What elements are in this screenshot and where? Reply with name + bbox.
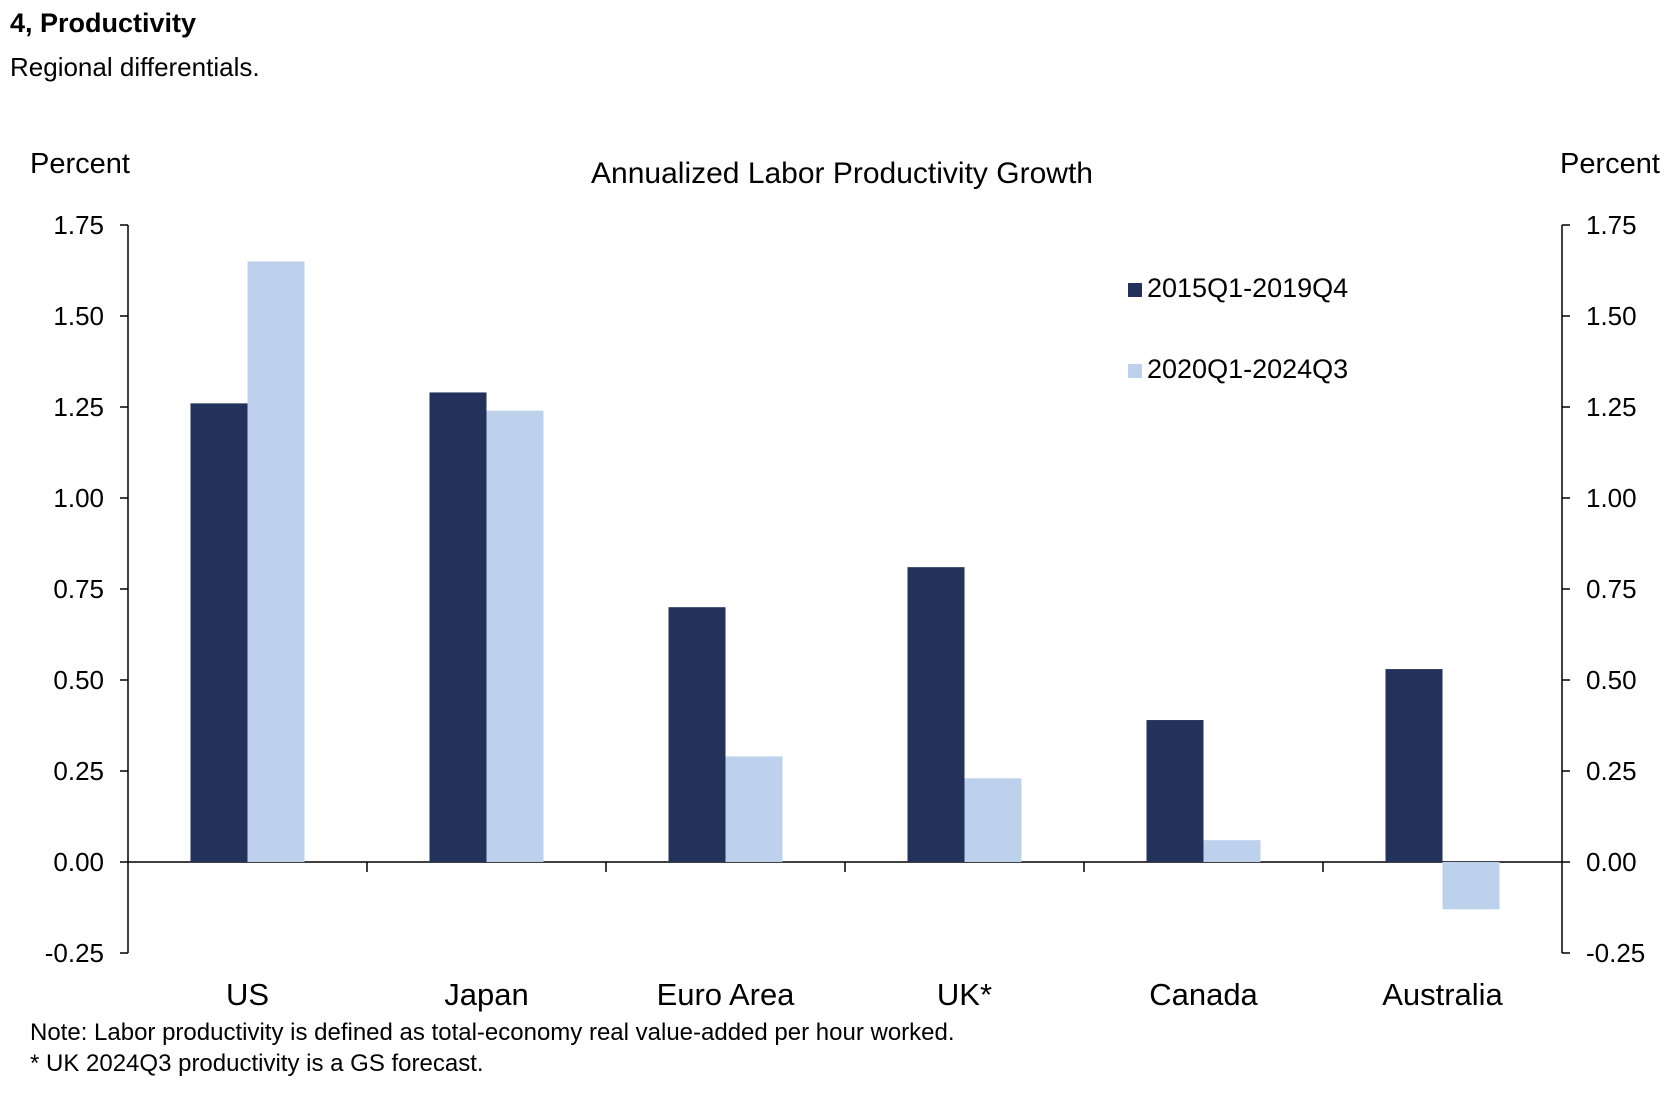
right-y-tick-label: 1.75 [1586,210,1637,240]
chart-footnote: * UK 2024Q3 productivity is a GS forecas… [30,1050,484,1077]
legend-swatch [1128,283,1142,297]
left-y-tick-label: 0.00 [53,847,104,877]
left-y-tick-label: 0.25 [53,756,104,786]
right-y-tick-label: 0.75 [1586,574,1637,604]
category-label: Japan [444,977,528,1012]
category-labels: US Japan Euro Area UK* Canada Australia [226,977,1504,1012]
bar-2-euro-area [725,756,783,862]
chart-title: Annualized Labor Productivity Growth [591,157,1093,190]
right-y-tick-label: -0.25 [1586,938,1645,968]
chart-legend: 2015Q1-2019Q4 2020Q1-2024Q3 [1128,273,1348,384]
legend-label: 2020Q1-2024Q3 [1147,354,1348,384]
right-y-tick-label: 0.50 [1586,665,1637,695]
bar-1-japan [429,392,487,862]
category-label: UK* [937,977,992,1012]
left-y-tick-label: -0.25 [45,938,104,968]
chart-note: Note: Labor productivity is defined as t… [30,1019,955,1046]
bar-2-uk- [964,778,1022,862]
bar-2-canada [1203,840,1261,862]
bar-2-us [247,261,305,862]
left-y-tick-label: 1.00 [53,483,104,513]
category-label: Canada [1149,977,1258,1012]
category-label: US [226,977,269,1012]
page-subtitle: Regional differentials. [10,52,260,82]
right-y-tick-label: 0.25 [1586,756,1637,786]
right-axis-unit-label: Percent [1560,148,1660,180]
left-y-tick-label: 0.50 [53,665,104,695]
chart-bars [190,261,1500,910]
category-label: Australia [1382,977,1503,1012]
bar-1-canada [1146,720,1204,862]
left-y-tick-label: 0.75 [53,574,104,604]
legend-swatch [1128,364,1142,378]
category-label: Euro Area [657,977,796,1012]
bar-2-japan [486,410,544,862]
left-y-tick-label: 1.75 [53,210,104,240]
right-y-tick-label: 1.00 [1586,483,1637,513]
bar-1-us [190,403,248,862]
page-title: 4, Productivity [10,8,197,38]
legend-label: 2015Q1-2019Q4 [1147,273,1348,303]
bar-1-euro-area [668,607,726,862]
left-y-tick-label: 1.25 [53,392,104,422]
chart-axes: 1.75 1.75 1.50 1.50 1.25 1.25 1.00 1.00 0.75 0.75… [45,210,1646,968]
right-y-tick-label: 1.25 [1586,392,1637,422]
bar-1-uk- [907,567,965,862]
right-y-tick-label: 0.00 [1586,847,1637,877]
left-y-tick-label: 1.50 [53,301,104,331]
right-y-tick-label: 1.50 [1586,301,1637,331]
bar-2-australia [1442,862,1500,910]
bar-1-australia [1385,669,1443,862]
left-axis-unit-label: Percent [30,148,130,180]
